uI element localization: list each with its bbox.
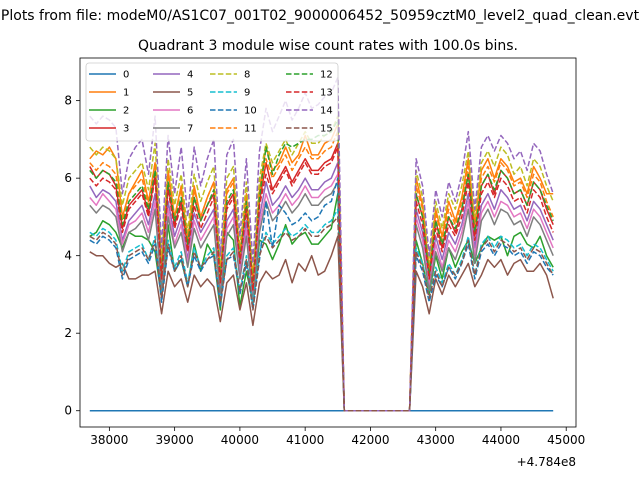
x-tick-label: 44000	[482, 433, 520, 447]
x-tick-label: 45000	[547, 433, 585, 447]
legend-label-10: 10	[244, 106, 257, 117]
series-line-15	[89, 216, 554, 412]
series-line-5	[89, 235, 554, 412]
legend-label-12: 12	[320, 70, 333, 81]
legend-label-15: 15	[320, 124, 333, 135]
series-line-13	[89, 146, 554, 412]
legend-label-1: 1	[123, 88, 129, 99]
file-title: Plots from file: modeM0/AS1C07_001T02_90…	[1, 8, 640, 24]
x-tick-label: 38000	[90, 433, 128, 447]
y-tick-label: 4	[64, 249, 72, 263]
legend-label-13: 13	[320, 88, 333, 99]
series-line-7	[89, 181, 554, 412]
series-line-14	[89, 76, 554, 412]
x-tick-label: 43000	[417, 433, 455, 447]
x-tick-label: 40000	[221, 433, 259, 447]
legend-label-5: 5	[187, 88, 193, 99]
legend-label-11: 11	[244, 124, 257, 135]
y-tick-label: 2	[64, 326, 72, 340]
legend-label-14: 14	[320, 106, 333, 117]
legend-label-3: 3	[123, 124, 129, 135]
x-tick-label: 39000	[156, 433, 194, 447]
axes: 38000 39000 40000 41000 42000 43000 44000 45000…	[64, 57, 585, 447]
series-line-10	[89, 177, 554, 412]
legend-label-6: 6	[187, 106, 193, 117]
plot-frame	[79, 57, 577, 428]
series-line-12	[89, 119, 554, 412]
legend-label-0: 0	[123, 70, 129, 81]
y-tick-label: 8	[64, 94, 72, 108]
x-offset-label: +4.784e8	[517, 455, 576, 469]
legend-box	[85, 62, 339, 142]
legend-label-4: 4	[187, 70, 193, 81]
legend-label-8: 8	[244, 70, 250, 81]
x-tick-label: 42000	[351, 433, 389, 447]
legend-label-9: 9	[244, 88, 250, 99]
x-tick-label: 41000	[286, 433, 324, 447]
y-tick-label: 0	[64, 404, 72, 418]
chart-title: Quadrant 3 module wise count rates with …	[138, 38, 518, 54]
legend-label-7: 7	[187, 124, 193, 135]
y-tick-label: 6	[64, 171, 72, 185]
legend-label-2: 2	[123, 106, 129, 117]
